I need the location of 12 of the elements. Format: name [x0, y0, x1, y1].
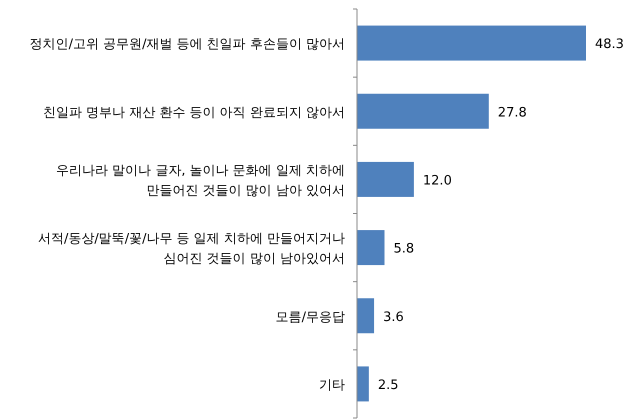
- y-tick-label: 모름/무응답: [276, 310, 345, 325]
- y-tick-label: 기타: [319, 378, 345, 393]
- data-label: 2.5: [378, 378, 399, 393]
- data-label: 12.0: [422, 173, 452, 188]
- data-label: 48.3: [595, 37, 624, 52]
- y-tick-label: 우리나라 말이나 글자, 놀이나 문화에 일제 치하에 만들어진 것들이 많이 남아 있어서: [56, 163, 345, 198]
- data-label: 5.8: [394, 242, 414, 257]
- data-label: 3.6: [383, 310, 404, 325]
- y-tick-label: 정치인/고위 공무원/재벌 등에 친일파 후손들이 많아서: [30, 37, 345, 52]
- y-tick-label: 친일파 명부나 재산 환수 등이 아직 완료되지 않아서: [43, 105, 345, 120]
- data-label: 27.8: [498, 105, 527, 120]
- y-tick-label: 서적/동상/말뚝/꽃/나무 등 일제 치하에 만들어지거나 심어진 것들이 많이 남아있어서: [38, 232, 345, 267]
